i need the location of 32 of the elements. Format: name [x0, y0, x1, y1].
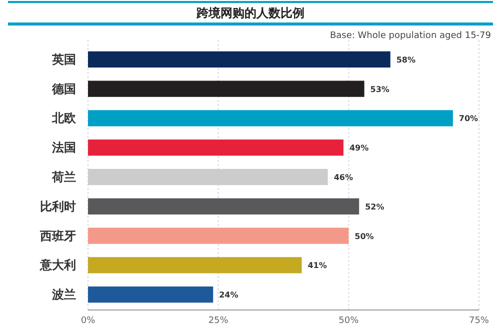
y-tick-label: 荷兰: [51, 170, 76, 184]
bar: [88, 110, 453, 126]
bar: [88, 286, 214, 303]
bar: [88, 228, 349, 244]
y-tick-label: 英国: [51, 52, 76, 66]
annotation: Base: Whole population aged 15-79: [330, 31, 492, 41]
data-label: 46%: [334, 173, 353, 182]
bar: [88, 80, 364, 97]
x-tick-label: 25%: [208, 316, 229, 326]
data-label: 70%: [458, 114, 478, 124]
bar: [88, 198, 360, 214]
data-label: 24%: [219, 290, 238, 300]
chart-title: 跨境网购的人数比例: [196, 6, 304, 20]
y-tick-label: 西班牙: [39, 228, 76, 243]
data-label: 41%: [308, 261, 327, 270]
bar: [88, 140, 344, 156]
data-label: 49%: [349, 144, 369, 153]
x-tick-label: 0%: [80, 316, 96, 326]
y-tick-label: 波兰: [51, 288, 76, 302]
x-tick-label: 75%: [468, 316, 490, 326]
data-label: 53%: [370, 84, 390, 94]
y-tick-label: 意大利: [39, 258, 76, 272]
bar: [88, 51, 390, 68]
y-tick-label: 北欧: [51, 111, 77, 126]
x-tick-label: 50%: [338, 316, 360, 326]
y-tick-label: 德国: [51, 82, 76, 96]
data-label: 50%: [354, 232, 374, 241]
y-tick-label: 比利时: [40, 199, 76, 214]
data-label: 52%: [365, 202, 384, 212]
data-label: 58%: [396, 55, 416, 64]
bar: [88, 257, 302, 274]
y-tick-label: 法国: [51, 140, 76, 155]
